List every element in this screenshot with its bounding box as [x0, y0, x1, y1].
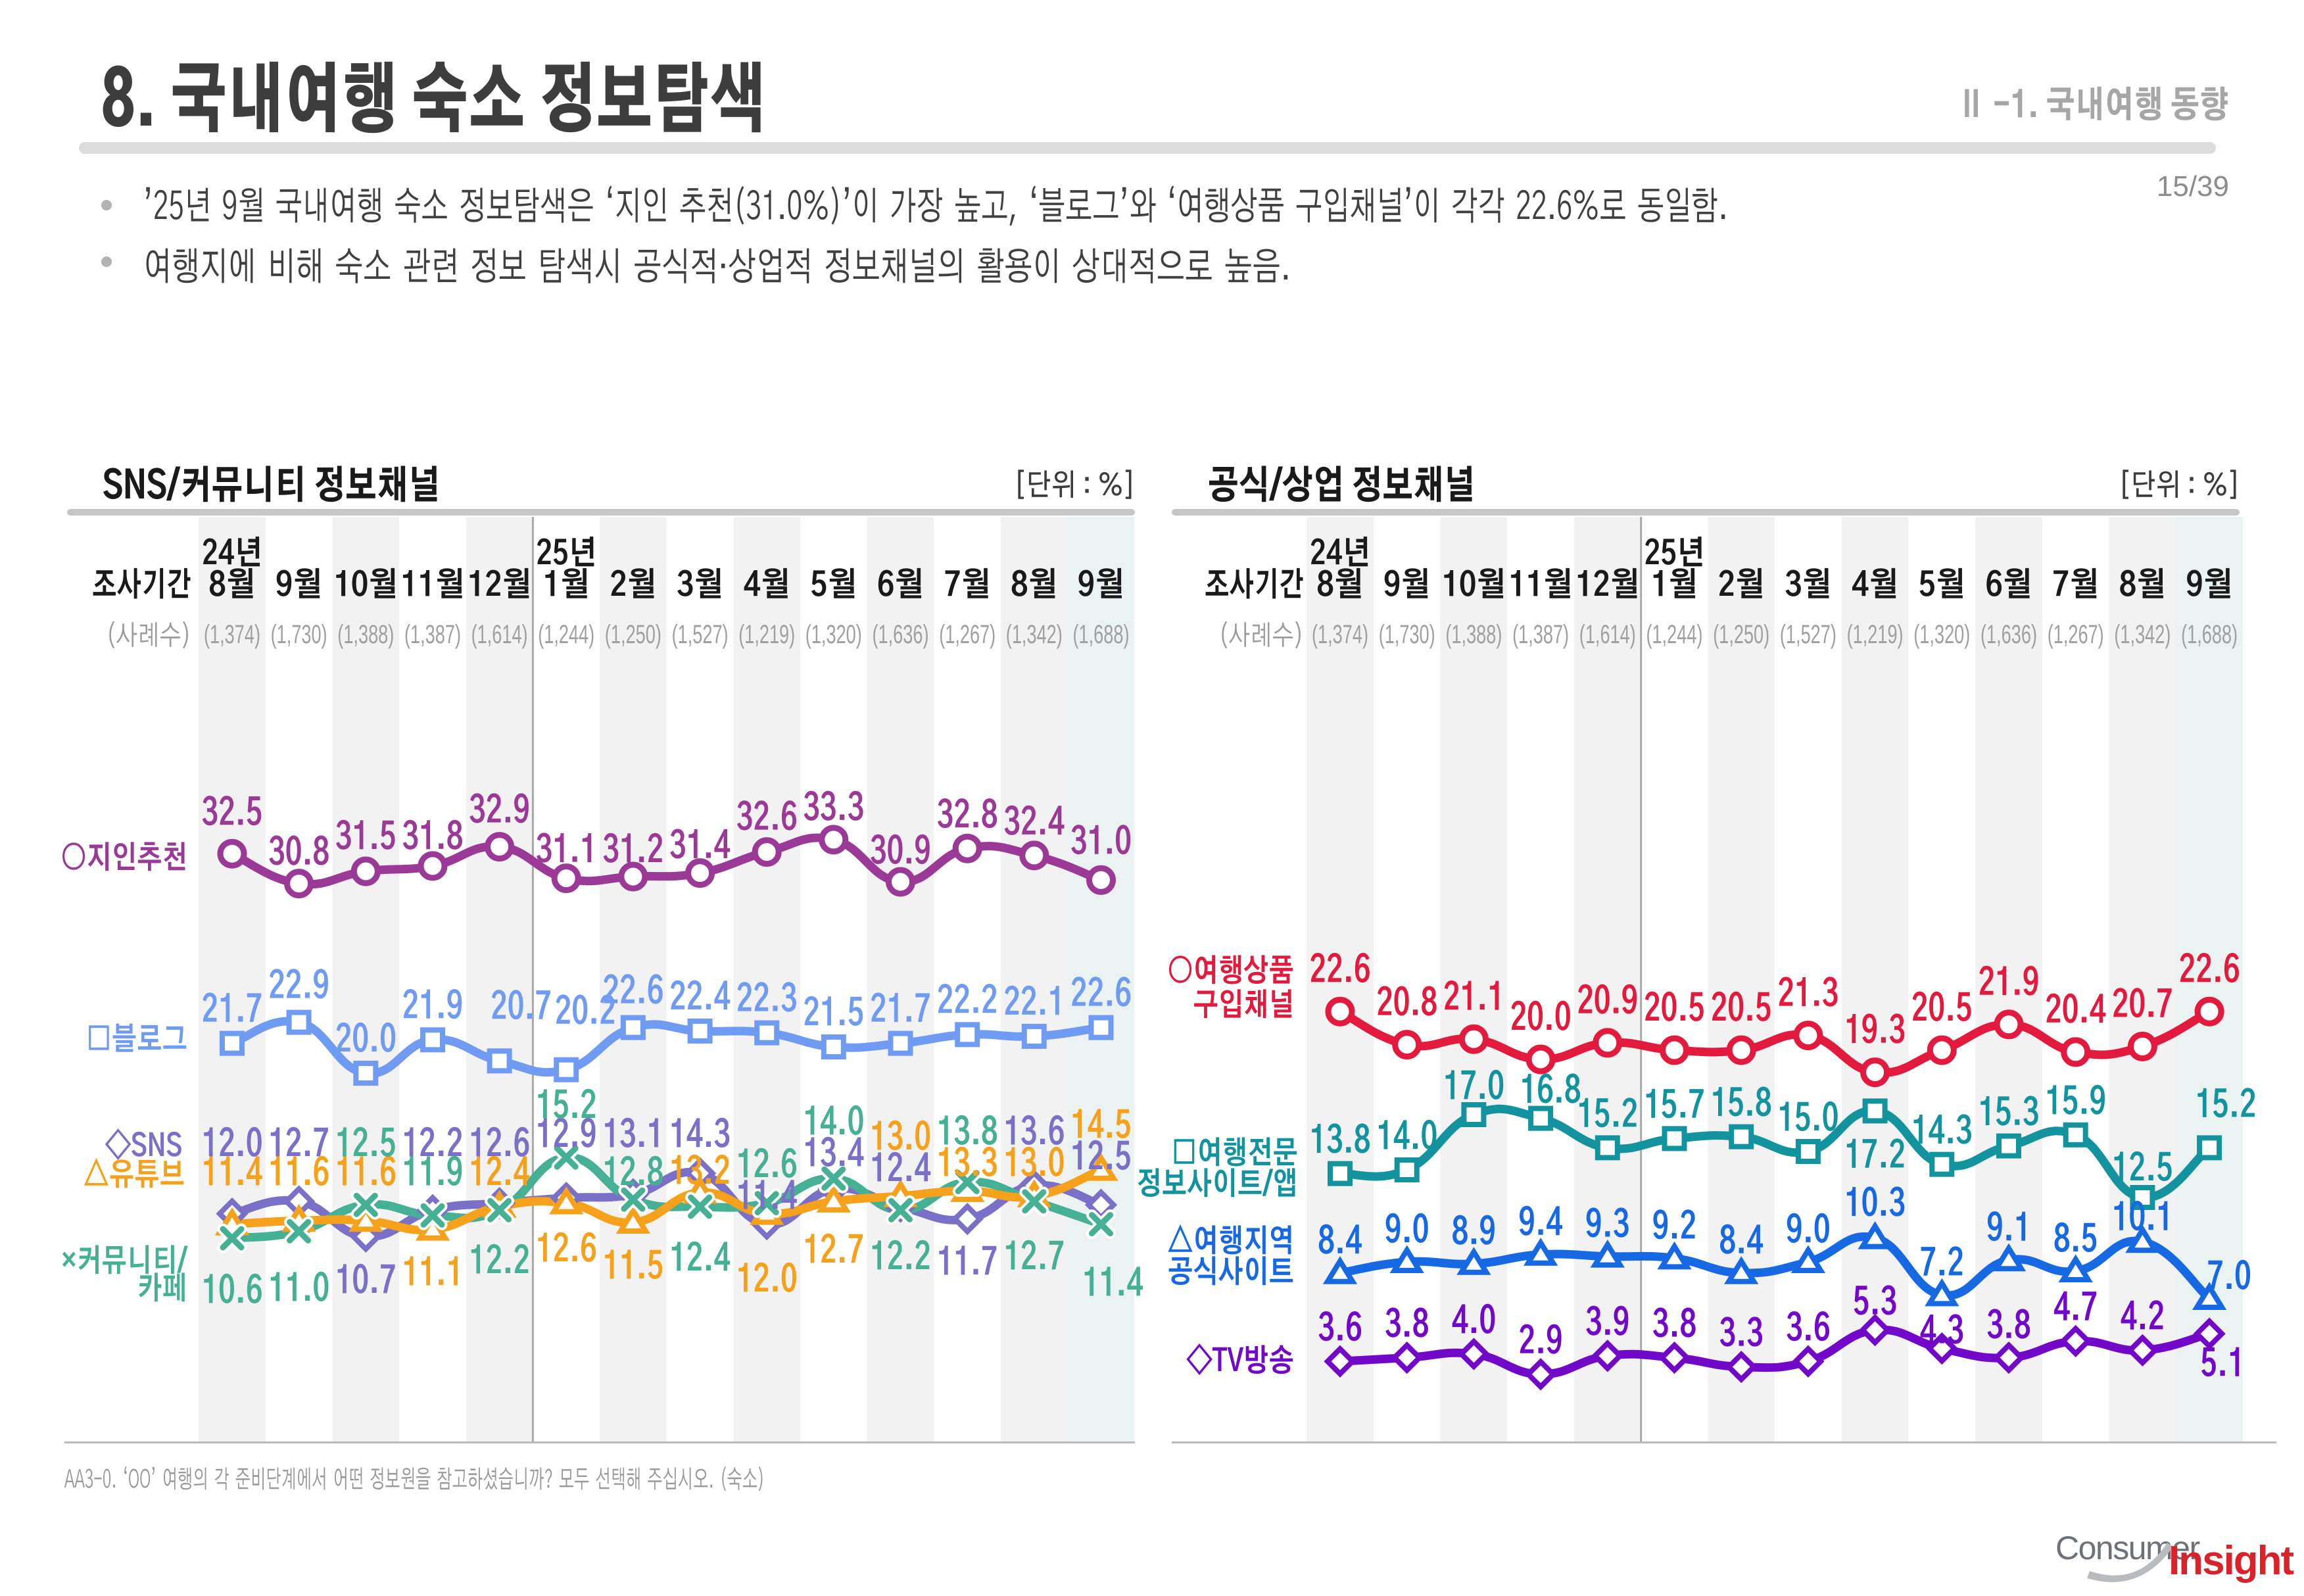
svg-text:(1,688): (1,688): [1073, 620, 1130, 649]
svg-text:(1,527): (1,527): [672, 620, 729, 649]
svg-text:(1,387): (1,387): [404, 620, 461, 649]
svg-text:(1,688): (1,688): [2181, 620, 2238, 649]
svg-text:(1,320): (1,320): [1913, 620, 1970, 649]
svg-text:(1,730): (1,730): [1379, 620, 1435, 649]
svg-text:(1,219): (1,219): [1847, 620, 1904, 649]
svg-text:(1,636): (1,636): [1980, 620, 2037, 649]
svg-text:(1,219): (1,219): [738, 620, 795, 649]
svg-text:(1,320): (1,320): [805, 620, 862, 649]
svg-text:(1,636): (1,636): [873, 620, 929, 649]
svg-text:(1,267): (1,267): [939, 620, 996, 649]
svg-text:15/39: 15/39: [2157, 170, 2229, 203]
svg-text:(1,527): (1,527): [1780, 620, 1836, 649]
svg-text:(1,388): (1,388): [1445, 620, 1502, 649]
svg-text:(1,342): (1,342): [2114, 620, 2171, 649]
svg-text:(1,250): (1,250): [605, 620, 661, 649]
svg-text:(1,614): (1,614): [1579, 620, 1636, 649]
svg-text:Consumer: Consumer: [2055, 1530, 2199, 1566]
svg-text:(1,614): (1,614): [471, 620, 528, 649]
svg-text:Insight: Insight: [2169, 1538, 2294, 1584]
svg-text:(1,730): (1,730): [271, 620, 327, 649]
svg-text:(1,342): (1,342): [1006, 620, 1063, 649]
svg-text:(1,250): (1,250): [1713, 620, 1769, 649]
svg-text:(1,388): (1,388): [337, 620, 394, 649]
svg-text:(1,387): (1,387): [1512, 620, 1569, 649]
svg-text:(1,244): (1,244): [1646, 620, 1703, 649]
svg-text:(1,374): (1,374): [1312, 620, 1368, 649]
svg-text:(1,374): (1,374): [204, 620, 260, 649]
svg-text:(1,244): (1,244): [538, 620, 594, 649]
svg-text:(1,267): (1,267): [2048, 620, 2104, 649]
